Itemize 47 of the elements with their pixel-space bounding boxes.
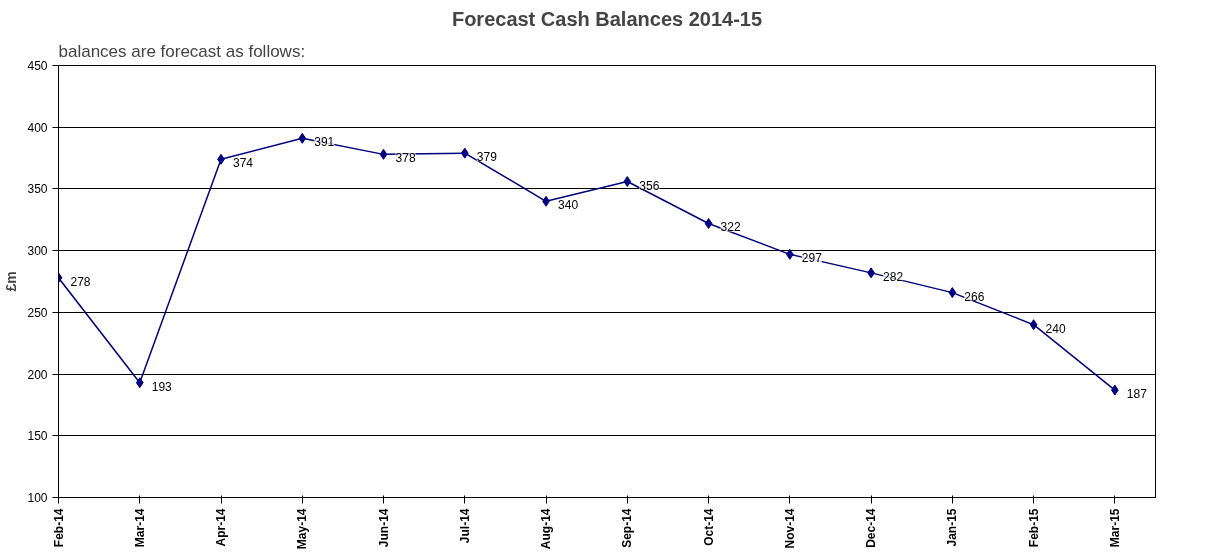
point xyxy=(460,147,469,159)
point xyxy=(948,287,957,299)
data-label: 378 xyxy=(395,151,416,166)
y-tick-label: 100 xyxy=(27,491,48,505)
x-tick-label: Jul-14 xyxy=(457,508,472,544)
y-tick-label: 150 xyxy=(27,429,48,444)
point xyxy=(623,176,632,188)
y-tick-label: 200 xyxy=(27,367,48,382)
text: balances are forecast as follows: xyxy=(58,41,306,61)
point xyxy=(298,132,307,144)
data-label: 297 xyxy=(801,251,823,266)
data-label: 282 xyxy=(883,269,904,284)
data-label: 193 xyxy=(151,379,173,394)
point xyxy=(1029,319,1038,331)
y-tick-label: 450 xyxy=(27,59,48,73)
x-tick-label: Feb-15 xyxy=(1026,508,1041,548)
x-tick-label: Dec-14 xyxy=(864,508,879,548)
x-tick-label: Apr-14 xyxy=(214,508,229,547)
data-label: 266 xyxy=(964,289,985,304)
x-tick-label: Jun-14 xyxy=(376,508,391,548)
point xyxy=(135,377,144,389)
x-tick-label: Sep-14 xyxy=(620,508,635,548)
x-tick-label: Jan-15 xyxy=(945,508,960,547)
y-axis-title: £m xyxy=(3,271,20,292)
data-label: 356 xyxy=(639,178,660,193)
x-tick-label: Feb-14 xyxy=(51,508,66,548)
data-label: 379 xyxy=(476,150,498,165)
y-tick-label: 250 xyxy=(27,305,48,320)
point xyxy=(704,217,713,229)
x-tick-label: May-14 xyxy=(295,508,310,550)
chart-title: Forecast Cash Balances 2014-15 xyxy=(451,7,763,30)
data-label: 391 xyxy=(314,135,335,150)
data-label: 340 xyxy=(558,198,579,213)
point xyxy=(379,148,388,160)
x-tick-label: Aug-14 xyxy=(539,508,554,550)
x-tick-label: Mar-15 xyxy=(1107,508,1122,548)
data-label: 278 xyxy=(70,274,91,289)
data-label: 374 xyxy=(233,156,254,171)
y-tick-label: 400 xyxy=(27,120,48,135)
data-label: 240 xyxy=(1045,321,1066,336)
y-tick-label: 350 xyxy=(27,182,48,197)
y-tick-label: 300 xyxy=(27,244,48,259)
x-tick-label: Oct-14 xyxy=(701,508,716,546)
x-tick-label: Mar-14 xyxy=(132,508,147,548)
data-label: 187 xyxy=(1126,387,1148,402)
data-label: 322 xyxy=(720,220,741,235)
x-tick-label: Nov-14 xyxy=(782,508,797,549)
